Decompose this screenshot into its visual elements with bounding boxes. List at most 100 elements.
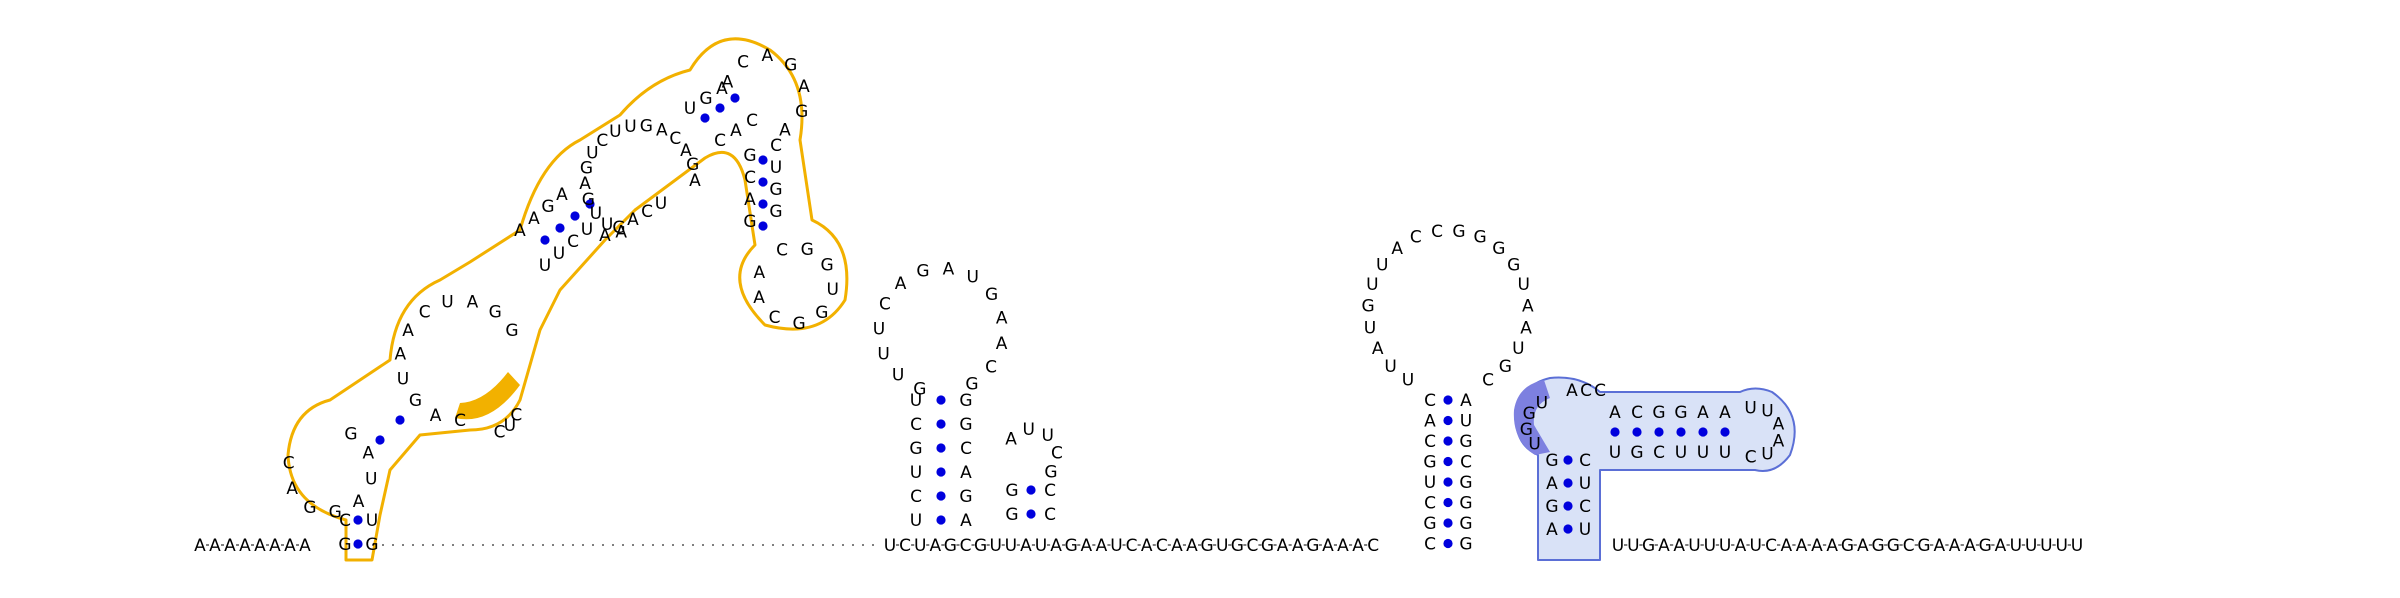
hairpin-c-loop-nucleotide: A <box>1522 297 1534 317</box>
orange-loop-5-nucleotide: A <box>753 288 765 308</box>
backbone-3prime-nucleotide: C <box>1903 536 1915 556</box>
backbone-middle-nucleotide: A <box>1050 536 1062 556</box>
backbone-3prime-nucleotide: U <box>2055 536 2067 556</box>
base-pair-dot <box>1026 509 1036 519</box>
backbone-middle-nucleotide: A <box>1141 536 1153 556</box>
orange-stem-2-left-nucleotide: A <box>514 221 526 241</box>
backbone-middle-nucleotide: U <box>1216 536 1228 556</box>
base-pair-dot <box>730 93 740 103</box>
hairpin-c-loop-nucleotide: U <box>1384 357 1396 377</box>
backbone-3prime-nucleotide: U <box>1719 536 1731 556</box>
pseudoknot-arm-top-nucleotide: A <box>1719 403 1731 423</box>
backbone-middle-nucleotide: A <box>1292 536 1304 556</box>
base-pair-dot <box>1563 524 1573 534</box>
hairpin-a-stem-right-nucleotide: G <box>959 415 972 435</box>
pseudoknot-arm-bottom-nucleotide: C <box>1653 443 1665 463</box>
backbone-middle-nucleotide: A <box>1352 536 1364 556</box>
pseudoknot-arm-top-nucleotide: G <box>1652 403 1665 423</box>
base-pair-dot <box>353 515 363 525</box>
hairpin-a-stem-left-nucleotide: U <box>910 391 922 411</box>
pseudoknot-arm-bottom-nucleotide: U <box>1697 443 1709 463</box>
hairpin-a-stem-left-nucleotide: U <box>910 463 922 483</box>
orange-loop-1-nucleotide: U <box>365 469 377 489</box>
pseudoknot-arm-tip-nucleotide: C <box>1745 448 1757 468</box>
hairpin-a-loop-nucleotide: U <box>966 268 978 288</box>
hairpin-a-stem-right-nucleotide: A <box>960 511 972 531</box>
hairpin-c-stem-right-nucleotide: G <box>1459 432 1472 452</box>
backbone-middle-nucleotide: C <box>960 536 972 556</box>
hairpin-a-loop-nucleotide: G <box>985 285 998 305</box>
orange-loop-1-nucleotide: G <box>303 498 316 518</box>
backbone-3prime-nucleotide: A <box>1826 536 1838 556</box>
base-pair-dot <box>936 395 946 405</box>
orange-stem-2-left-nucleotide: A <box>528 209 540 229</box>
pseudoknot-left-column-nucleotide: A <box>1546 520 1558 540</box>
pseudoknot-arm-bottom-nucleotide: U <box>1675 443 1687 463</box>
orange-loop-5-nucleotide: G <box>793 314 806 334</box>
base-pair-dot <box>1443 538 1453 549</box>
backbone-middle-nucleotide: G <box>1261 536 1274 556</box>
base-pair-dot <box>936 491 946 501</box>
hairpin-a-loop-nucleotide: A <box>996 334 1008 354</box>
base-pair-dot <box>758 155 768 165</box>
hairpin-b-stem-left-nucleotide: G <box>1005 481 1018 501</box>
backbone-5prime-nucleotide: A <box>239 536 251 556</box>
base-pair-dot <box>936 515 946 525</box>
orange-loop-3-nucleotide: A <box>579 174 591 194</box>
backbone-3prime-nucleotide: G <box>1887 536 1900 556</box>
orange-stem-3-right-nucleotide: C <box>746 111 758 131</box>
hairpin-c-stem-left-nucleotide: C <box>1424 494 1436 514</box>
hairpin-c-stem-left-nucleotide: C <box>1424 391 1436 411</box>
hairpin-a-loop-nucleotide: U <box>892 366 904 386</box>
hairpin-c-stem-right-nucleotide: G <box>1459 473 1472 493</box>
orange-loop-5-nucleotide: A <box>753 263 765 283</box>
hairpin-c-loop-nucleotide: G <box>1452 222 1465 242</box>
base-pair-dot <box>1698 427 1708 437</box>
orange-loop-4-nucleotide: C <box>737 53 749 73</box>
base-pair-dot <box>375 435 385 445</box>
orange-loop-1-nucleotide: A <box>362 444 374 464</box>
orange-stem-4-left-nucleotide: G <box>743 212 756 232</box>
base-pair-dot <box>758 221 768 231</box>
orange-loop-3-bottom-nucleotide: A <box>627 210 639 230</box>
hairpin-c-loop-nucleotide: A <box>1391 239 1403 259</box>
orange-loop-5-nucleotide: C <box>776 240 788 260</box>
orange-loop-3-nucleotide: U <box>601 215 613 235</box>
backbone-5prime-nucleotide: A <box>284 536 296 556</box>
hairpin-a-stem-right-nucleotide: A <box>960 463 972 483</box>
backbone-middle-nucleotide: U <box>1005 536 1017 556</box>
pseudoknot-top-loop-nucleotide: A <box>1566 381 1578 401</box>
hairpin-a-stem-right-nucleotide: G <box>959 391 972 411</box>
hairpin-a-loop-nucleotide: A <box>996 309 1008 329</box>
base-pair-dot <box>1720 427 1730 437</box>
base-pair-dot <box>1610 427 1620 437</box>
orange-stem-1-right-nucleotide: G <box>365 535 378 555</box>
backbone-3prime-nucleotide: U <box>2040 536 2052 556</box>
backbone-3prime-nucleotide: A <box>1933 536 1945 556</box>
orange-loop-3-nucleotide: U <box>624 117 636 137</box>
blue-dark-segment <box>1513 380 1550 455</box>
orange-loop-3-bottom-nucleotide: G <box>612 218 625 238</box>
pseudoknot-top-loop-nucleotide: C <box>1594 381 1606 401</box>
backbone-5prime-nucleotide: A <box>254 536 266 556</box>
orange-loop-1-nucleotide: C <box>283 454 295 474</box>
hairpin-b-loop-nucleotide: U <box>1041 426 1053 446</box>
hairpin-a-stem-left-nucleotide: G <box>909 439 922 459</box>
orange-stem-3-right-nucleotide: A <box>730 121 742 141</box>
orange-loop-2-nucleotide: G <box>409 391 422 411</box>
backbone-3prime-nucleotide: A <box>1964 536 1976 556</box>
base-pair-dot <box>540 235 550 245</box>
backbone-5prime-nucleotide: A <box>224 536 236 556</box>
pseudoknot-arm-top-nucleotide: A <box>1697 403 1709 423</box>
hairpin-b-stem-right-nucleotide: C <box>1044 505 1056 525</box>
backbone-middle-nucleotide: A <box>1080 536 1092 556</box>
hairpin-c-stem-right-nucleotide: G <box>1459 494 1472 514</box>
backbone-middle-nucleotide: A <box>1096 536 1108 556</box>
hairpin-c-loop-nucleotide: U <box>1364 318 1376 338</box>
orange-stem-1-right-nucleotide: U <box>366 511 378 531</box>
pseudoknot-right-column-nucleotide: U <box>1579 520 1591 540</box>
base-pair-dot <box>758 177 768 187</box>
hairpin-c-stem-left-nucleotide: U <box>1424 473 1436 493</box>
orange-loop-1-nucleotide: G <box>329 503 342 523</box>
